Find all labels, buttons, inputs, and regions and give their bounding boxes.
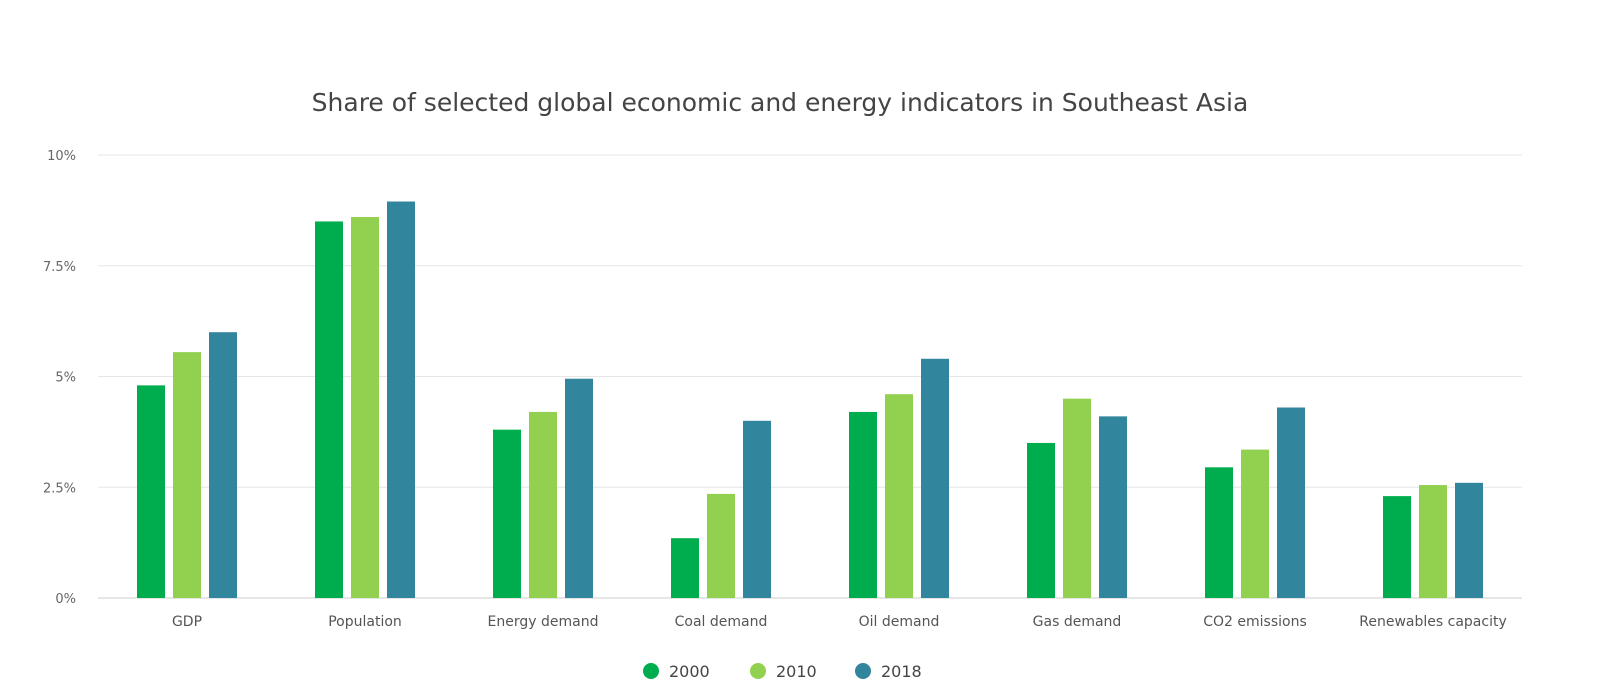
bar-2018-gdp xyxy=(209,332,237,598)
bar-2000-gdp xyxy=(137,385,165,598)
y-tick-label: 5% xyxy=(55,371,76,386)
x-tick-label: Gas demand xyxy=(1033,614,1122,630)
bar-2000-co2-emissions xyxy=(1205,467,1233,598)
x-tick-label: CO2 emissions xyxy=(1203,614,1307,630)
x-tick-label: Renewables capacity xyxy=(1359,614,1506,630)
bar-2010-gdp xyxy=(173,352,201,598)
bar-2000-renewables-capacity xyxy=(1383,496,1411,598)
chart-title: Share of selected global economic and en… xyxy=(311,88,1249,117)
bar-2018-population xyxy=(387,201,415,598)
bar-2010-coal-demand xyxy=(707,493,735,598)
bar-2000-coal-demand xyxy=(671,538,699,598)
y-tick-label: 2.5% xyxy=(43,481,76,496)
bar-2018-coal-demand xyxy=(743,420,771,598)
legend-marker-2000 xyxy=(643,663,659,679)
bar-2018-oil-demand xyxy=(921,358,949,598)
legend-label: 2010 xyxy=(776,662,817,681)
bar-2010-population xyxy=(351,217,379,598)
x-tick-label: GDP xyxy=(172,614,202,630)
bar-2010-co2-emissions xyxy=(1241,449,1269,598)
bar-2018-gas-demand xyxy=(1099,416,1127,598)
x-tick-label: Coal demand xyxy=(675,614,768,630)
y-tick-label: 7.5% xyxy=(43,260,76,275)
bar-2000-energy-demand xyxy=(493,429,521,598)
legend-label: 2018 xyxy=(881,662,922,681)
bar-2010-energy-demand xyxy=(529,411,557,598)
legend-marker-2010 xyxy=(750,663,766,679)
bar-2010-renewables-capacity xyxy=(1419,485,1447,598)
legend-label: 2000 xyxy=(669,662,710,681)
bar-2010-oil-demand xyxy=(885,394,913,598)
bar-2018-renewables-capacity xyxy=(1455,482,1483,598)
bar-2000-gas-demand xyxy=(1027,442,1055,598)
x-tick-label: Energy demand xyxy=(488,614,599,630)
legend-marker-2018 xyxy=(855,663,871,679)
y-tick-label: 10% xyxy=(47,149,76,164)
y-tick-label: 0% xyxy=(55,592,76,607)
bar-2000-oil-demand xyxy=(849,411,877,598)
x-tick-label: Population xyxy=(328,614,402,630)
x-tick-label: Oil demand xyxy=(859,614,940,630)
bar-2010-gas-demand xyxy=(1063,398,1091,598)
bar-2000-population xyxy=(315,221,343,598)
bar-2018-co2-emissions xyxy=(1277,407,1305,598)
bar-2018-energy-demand xyxy=(565,378,593,598)
